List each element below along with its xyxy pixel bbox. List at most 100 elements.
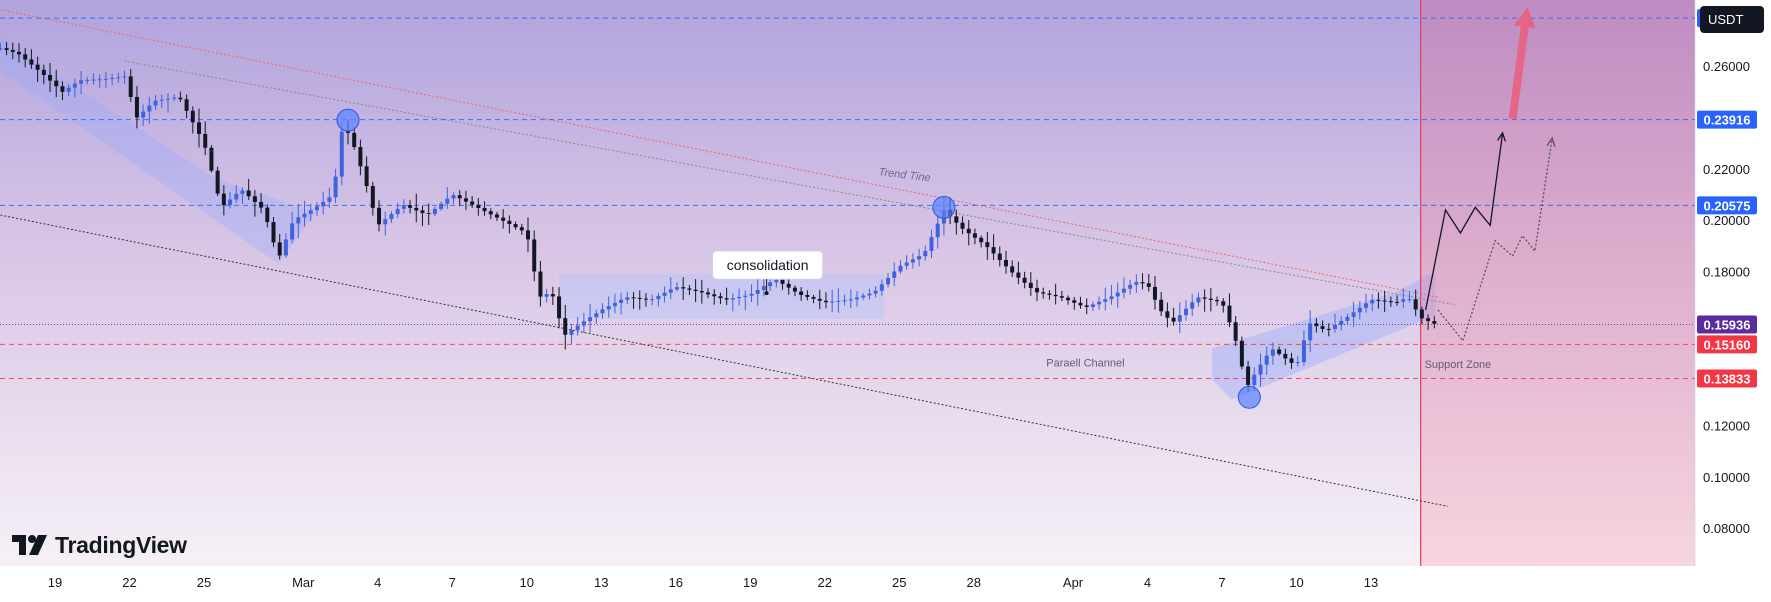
consolidation-callout-box xyxy=(712,250,824,280)
candle-down xyxy=(41,69,46,75)
price-badge[interactable]: 0.20575 xyxy=(1697,196,1757,215)
projection-path-solid xyxy=(1424,132,1504,311)
candle-down xyxy=(134,96,139,118)
price-badge[interactable]: 0.23916 xyxy=(1697,110,1757,129)
candle-down xyxy=(563,318,568,335)
candle-down xyxy=(1165,311,1170,318)
candle-down xyxy=(805,294,810,297)
candle-down xyxy=(786,283,791,288)
candle-down xyxy=(16,51,21,55)
candle-down xyxy=(706,292,711,295)
candle-down xyxy=(1320,326,1325,329)
price-axis-tick: 0.08000 xyxy=(1703,521,1750,536)
candle-up xyxy=(1308,323,1313,341)
currency-selector-button[interactable]: USDT xyxy=(1700,6,1764,33)
candle-up xyxy=(848,299,853,301)
candle-up xyxy=(72,83,77,88)
candle-down xyxy=(1239,340,1244,367)
candle-down xyxy=(408,205,413,208)
price-badge[interactable]: 0.15936 xyxy=(1697,315,1757,334)
candle-up xyxy=(103,78,108,80)
candle-up xyxy=(1407,299,1412,301)
candle-up xyxy=(600,309,605,314)
candle-up xyxy=(619,299,624,303)
time-axis-tick: 16 xyxy=(669,575,683,590)
candle-down xyxy=(637,297,642,299)
candle-down xyxy=(550,294,555,297)
candle-down xyxy=(997,253,1002,260)
candle-down xyxy=(420,210,425,213)
candle-up xyxy=(650,299,655,301)
candle-down xyxy=(10,50,15,52)
candle-down xyxy=(414,207,419,211)
candle-down xyxy=(277,242,282,256)
time-axis-tick: 19 xyxy=(743,575,757,590)
price-axis-tick: 0.22000 xyxy=(1703,162,1750,177)
candle-up xyxy=(122,76,127,78)
tradingview-logo[interactable]: TradingView xyxy=(12,530,187,560)
candle-down xyxy=(370,186,375,208)
candle-up xyxy=(575,325,580,331)
candle-up xyxy=(1295,362,1300,364)
candle-down xyxy=(780,279,785,284)
candle-down xyxy=(184,99,189,111)
candle-down xyxy=(1246,366,1251,385)
candle-down xyxy=(1010,266,1015,273)
candle-down xyxy=(265,207,270,223)
candle-up xyxy=(674,287,679,290)
candle-up xyxy=(761,286,766,290)
candle-down xyxy=(507,220,512,225)
candle-down xyxy=(1041,292,1046,294)
price-badge-label: 0.20575 xyxy=(1704,198,1751,213)
candle-up xyxy=(606,306,611,310)
price-axis-panel xyxy=(1695,0,1771,566)
candle-down xyxy=(221,193,226,206)
time-axis-tick: 7 xyxy=(1218,575,1225,590)
pivot-circle[interactable] xyxy=(336,108,360,132)
candle-up xyxy=(339,131,344,177)
pivot-circle[interactable] xyxy=(932,195,956,219)
time-axis-tick: 22 xyxy=(817,575,831,590)
time-axis-tick: 10 xyxy=(1289,575,1303,590)
candle-down xyxy=(128,76,133,97)
candle-down xyxy=(1152,286,1157,300)
candle-down xyxy=(1140,282,1145,284)
candle-up xyxy=(668,289,673,293)
price-badge-label: 0.15936 xyxy=(1704,317,1751,332)
candle-up xyxy=(283,239,288,256)
tradingview-wordmark: TradingView xyxy=(55,531,187,558)
candle-down xyxy=(48,74,53,81)
candle-down xyxy=(1277,349,1282,354)
candle-down xyxy=(526,230,531,240)
price-badge[interactable]: 0.13833 xyxy=(1697,369,1757,388)
price-badge[interactable]: 0.15160 xyxy=(1697,335,1757,354)
candle-up xyxy=(0,48,3,50)
parallel-channel-label: Paraell Channel xyxy=(1046,357,1124,369)
candle-up xyxy=(1339,320,1344,325)
candle-up xyxy=(581,321,586,326)
consolidation-callout[interactable]: consolidation xyxy=(712,250,824,296)
candle-down xyxy=(631,297,636,299)
candle-down xyxy=(1159,299,1164,312)
candle-up xyxy=(1128,284,1133,289)
pivot-circle[interactable] xyxy=(1237,385,1261,409)
candle-down xyxy=(724,298,729,300)
candle-down xyxy=(1028,282,1033,288)
candle-down xyxy=(699,291,704,293)
candle-down xyxy=(538,271,543,297)
candle-down xyxy=(557,296,562,319)
candle-up xyxy=(165,98,170,100)
candle-down xyxy=(817,298,822,301)
candle-up xyxy=(935,223,940,238)
candle-up xyxy=(873,290,878,294)
projection-arrow-head xyxy=(1546,136,1556,147)
candle-up xyxy=(1134,282,1139,285)
time-axis-tick: 10 xyxy=(520,575,534,590)
candle-up xyxy=(141,111,146,118)
candle-down xyxy=(1202,297,1207,299)
candle-down xyxy=(345,131,350,133)
candle-up xyxy=(625,297,630,300)
candle-down xyxy=(4,48,9,51)
